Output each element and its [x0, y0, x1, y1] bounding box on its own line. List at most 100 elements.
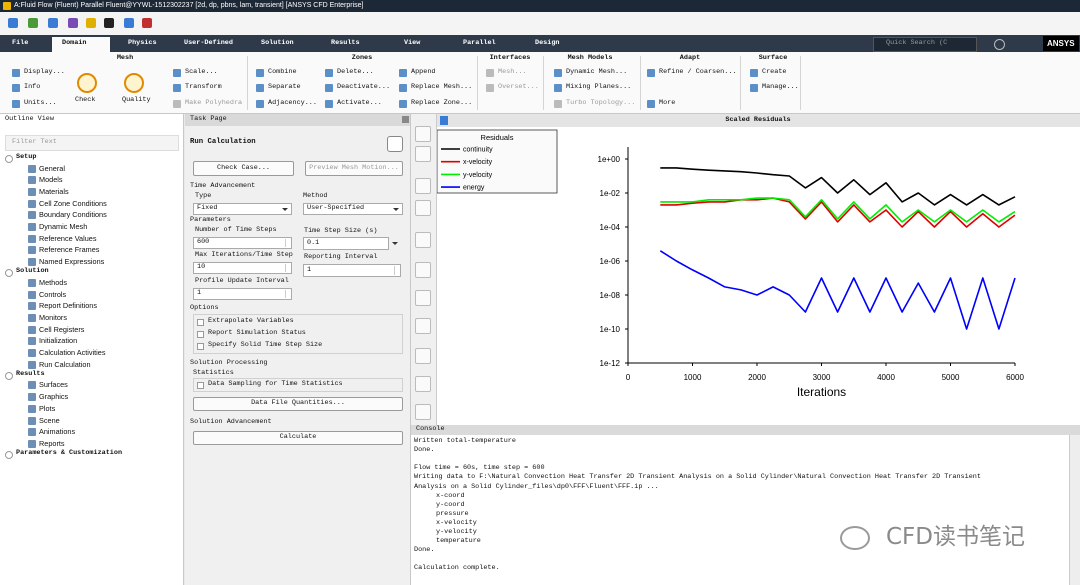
ribbon-button[interactable]: Display...	[24, 68, 65, 76]
button[interactable]	[193, 397, 403, 411]
button-icon[interactable]	[750, 84, 758, 92]
button[interactable]	[193, 161, 294, 176]
tree-section[interactable]: Parameters & Customization	[16, 449, 123, 458]
input-field[interactable]	[303, 237, 389, 250]
input-field[interactable]	[193, 237, 292, 249]
input-field[interactable]	[303, 264, 401, 277]
button-icon[interactable]	[256, 69, 264, 77]
tree-item[interactable]: Plots	[39, 403, 56, 413]
ribbon-button[interactable]: Combine	[268, 68, 297, 76]
checkbox-label[interactable]: Specify Solid Time Step Size	[208, 341, 323, 349]
ribbon-button[interactable]: Replace Zone...	[411, 99, 473, 107]
tree-item[interactable]: Methods	[39, 277, 67, 287]
ribbon-button[interactable]: Separate	[268, 83, 301, 91]
tree-item[interactable]: Cell Registers	[39, 324, 85, 334]
tool-button[interactable]	[415, 126, 431, 142]
tree-item[interactable]: Initialization	[39, 336, 78, 346]
button[interactable]	[305, 161, 403, 176]
tool-button[interactable]	[415, 404, 431, 420]
toolbar-button[interactable]	[28, 18, 38, 28]
input-value[interactable]: 10	[197, 263, 206, 271]
tree-item[interactable]: Report Definitions	[39, 301, 97, 311]
toolbar-button[interactable]	[104, 18, 114, 28]
ribbon-button[interactable]: Adjacency...	[268, 99, 317, 107]
ribbon-button[interactable]: Delete...	[337, 68, 374, 76]
ribbon-tab[interactable]: Design	[535, 39, 560, 47]
checkbox-label[interactable]: Data Sampling for Time Statistics	[208, 380, 343, 388]
button-icon[interactable]	[173, 84, 181, 92]
input-field[interactable]	[193, 203, 292, 215]
ribbon-button[interactable]: Check	[75, 96, 96, 104]
ribbon-button[interactable]: Append	[411, 68, 436, 76]
quick-search-box[interactable]	[873, 37, 977, 52]
tree-item[interactable]: Calculation Activities	[39, 348, 106, 357]
input-value[interactable]: 1	[197, 289, 202, 297]
tree-toggle[interactable]	[5, 451, 13, 460]
button[interactable]	[193, 431, 403, 445]
tree-item[interactable]: Reference Values	[39, 233, 97, 243]
ribbon-button[interactable]: Scale...	[185, 68, 218, 76]
ribbon-tab[interactable]: View	[404, 39, 421, 47]
toolbar-button[interactable]	[142, 18, 152, 28]
button-icon[interactable]	[256, 100, 264, 108]
button-icon[interactable]	[256, 84, 264, 92]
checkbox[interactable]	[197, 331, 204, 338]
tree-item[interactable]: General	[39, 163, 65, 173]
ribbon-button[interactable]: Deactivate...	[337, 83, 391, 91]
ribbon-tab[interactable]: Solution	[261, 39, 294, 47]
tree-item[interactable]: Run Calculation	[39, 359, 91, 369]
tool-button[interactable]	[415, 232, 431, 248]
ribbon-button[interactable]: Create	[762, 68, 787, 76]
input-value[interactable]: User-Specified	[307, 204, 365, 212]
dropdown-arrow[interactable]	[392, 242, 398, 245]
button-label[interactable]: Calculate	[279, 433, 317, 441]
tree-item[interactable]: Named Expressions	[39, 257, 105, 267]
checkbox[interactable]	[197, 343, 204, 350]
big-icon[interactable]	[77, 73, 97, 93]
tool-button[interactable]	[415, 376, 431, 392]
toolbar-button[interactable]	[86, 18, 96, 28]
button-icon[interactable]	[173, 69, 181, 77]
button-icon[interactable]	[647, 69, 655, 77]
ribbon-button[interactable]: Dynamic Mesh...	[566, 68, 628, 76]
button-label[interactable]: Preview Mesh Motion...	[309, 163, 399, 172]
button-icon[interactable]	[173, 100, 181, 108]
filter-box[interactable]	[5, 135, 179, 151]
ribbon-button[interactable]: Manage...	[762, 83, 799, 91]
ribbon-button[interactable]: More	[659, 99, 676, 107]
input-value[interactable]: 1	[307, 265, 312, 274]
input-field[interactable]	[193, 288, 292, 300]
tool-button[interactable]	[415, 262, 431, 278]
tool-button[interactable]	[415, 146, 431, 162]
tree-item[interactable]: Materials	[39, 186, 69, 196]
button-icon[interactable]	[12, 84, 20, 92]
button-icon[interactable]	[12, 69, 20, 77]
tree-item[interactable]: Controls	[39, 289, 67, 299]
button-icon[interactable]	[750, 69, 758, 77]
input-value[interactable]: 0.1	[307, 238, 320, 247]
button-icon[interactable]	[399, 100, 407, 108]
button-icon[interactable]	[554, 84, 562, 92]
button-icon[interactable]	[647, 100, 655, 108]
tree-item[interactable]: Graphics	[39, 392, 69, 402]
button-label[interactable]: Data File Quantities...	[251, 399, 345, 407]
ribbon-button[interactable]: Replace Mesh...	[411, 83, 473, 91]
checkbox[interactable]	[197, 382, 204, 389]
ribbon-button[interactable]: Make Polyhedra	[185, 99, 243, 107]
tool-button[interactable]	[415, 348, 431, 364]
tree-item[interactable]: Reports	[39, 438, 65, 448]
button-icon[interactable]	[554, 100, 562, 108]
checkbox-label[interactable]: Extrapolate Variables	[208, 317, 294, 325]
ribbon-button[interactable]: Activate...	[337, 99, 382, 107]
tree-toggle[interactable]	[5, 269, 13, 278]
ribbon-button[interactable]: Info	[24, 83, 41, 91]
toolbar-button[interactable]	[8, 18, 18, 28]
button-label[interactable]: Check Case...	[216, 163, 271, 172]
ribbon-button[interactable]: Transform	[185, 83, 222, 91]
checkbox-label[interactable]: Report Simulation Status	[208, 329, 306, 337]
input-value[interactable]: Fixed	[197, 204, 218, 212]
input-field[interactable]	[303, 203, 403, 215]
ribbon-tab[interactable]: Results	[331, 39, 360, 47]
quick-search[interactable]: Quick Search (C	[886, 39, 948, 47]
tool-button[interactable]	[415, 200, 431, 216]
